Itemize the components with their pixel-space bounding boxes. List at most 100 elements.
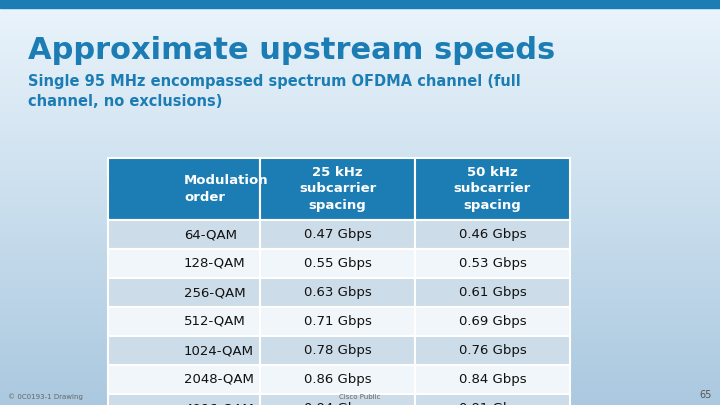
Bar xyxy=(0,141,720,142)
Bar xyxy=(0,369,720,370)
Bar xyxy=(0,183,720,185)
Bar xyxy=(0,130,720,131)
Bar xyxy=(0,339,720,340)
Bar xyxy=(0,13,720,15)
Bar xyxy=(0,138,720,139)
Bar xyxy=(0,317,720,319)
Bar xyxy=(0,341,720,343)
Bar xyxy=(0,193,720,194)
Bar xyxy=(0,378,720,379)
Bar xyxy=(0,43,720,45)
Bar xyxy=(0,70,720,72)
Bar xyxy=(0,208,720,209)
Bar xyxy=(0,231,720,232)
Bar xyxy=(0,207,720,208)
Text: 65: 65 xyxy=(700,390,712,400)
Bar xyxy=(0,270,720,271)
Bar xyxy=(0,178,720,179)
Bar xyxy=(0,277,720,278)
Bar xyxy=(108,220,260,249)
Bar xyxy=(108,307,260,336)
Bar xyxy=(0,401,720,402)
Bar xyxy=(0,186,720,188)
Bar xyxy=(0,360,720,362)
Bar xyxy=(0,377,720,378)
Bar xyxy=(0,174,720,175)
Bar xyxy=(0,21,720,23)
Bar xyxy=(0,196,720,197)
Bar xyxy=(0,35,720,36)
Text: 0.55 Gbps: 0.55 Gbps xyxy=(304,257,372,270)
Bar xyxy=(0,269,720,270)
Bar xyxy=(0,128,720,130)
Bar xyxy=(0,298,720,300)
Bar xyxy=(108,278,260,307)
Bar xyxy=(0,158,720,159)
Text: 0.46 Gbps: 0.46 Gbps xyxy=(459,228,526,241)
Bar xyxy=(0,150,720,151)
Bar xyxy=(0,151,720,153)
Text: 0.71 Gbps: 0.71 Gbps xyxy=(304,315,372,328)
Bar xyxy=(0,136,720,138)
Bar xyxy=(0,132,720,134)
Bar xyxy=(0,202,720,204)
Bar xyxy=(0,328,720,329)
Bar xyxy=(0,51,720,53)
Bar xyxy=(0,285,720,286)
Bar xyxy=(0,11,720,12)
Bar xyxy=(0,260,720,262)
Bar xyxy=(0,146,720,147)
Bar xyxy=(0,111,720,112)
Bar xyxy=(0,39,720,41)
Bar xyxy=(0,352,720,354)
Bar xyxy=(0,239,720,240)
Bar xyxy=(0,179,720,181)
Bar xyxy=(0,320,720,321)
Bar xyxy=(0,161,720,162)
Bar xyxy=(415,249,570,278)
Bar xyxy=(0,30,720,31)
Bar xyxy=(0,323,720,324)
Bar xyxy=(0,273,720,274)
Bar xyxy=(0,252,720,254)
Bar xyxy=(0,248,720,250)
Bar xyxy=(260,336,415,365)
Bar xyxy=(0,402,720,404)
Bar xyxy=(0,86,720,88)
Bar xyxy=(0,134,720,135)
Bar xyxy=(0,94,720,96)
Bar xyxy=(108,365,260,394)
Bar xyxy=(415,365,570,394)
Bar xyxy=(0,303,720,304)
Text: 50 kHz
subcarrier
spacing: 50 kHz subcarrier spacing xyxy=(454,166,531,212)
Bar xyxy=(0,379,720,381)
Bar xyxy=(0,188,720,189)
Bar xyxy=(108,158,260,220)
Bar xyxy=(0,7,720,8)
Bar xyxy=(0,36,720,38)
Bar xyxy=(0,16,720,17)
Bar xyxy=(0,0,720,1)
Bar xyxy=(0,230,720,231)
Bar xyxy=(415,278,570,307)
Bar xyxy=(0,135,720,136)
Bar xyxy=(0,84,720,85)
Bar xyxy=(0,28,720,30)
Bar xyxy=(0,213,720,215)
Bar xyxy=(0,205,720,207)
Bar xyxy=(0,215,720,216)
Text: Approximate upstream speeds: Approximate upstream speeds xyxy=(28,36,555,65)
Bar xyxy=(0,251,720,252)
Bar xyxy=(0,238,720,239)
Bar xyxy=(0,107,720,108)
Bar xyxy=(0,100,720,101)
Bar xyxy=(0,19,720,20)
Bar xyxy=(0,271,720,273)
Bar xyxy=(0,232,720,234)
Bar xyxy=(0,284,720,285)
Bar xyxy=(0,228,720,230)
Bar xyxy=(0,115,720,116)
Text: 0.84 Gbps: 0.84 Gbps xyxy=(459,373,526,386)
Bar xyxy=(0,371,720,373)
Text: 0.47 Gbps: 0.47 Gbps xyxy=(304,228,372,241)
